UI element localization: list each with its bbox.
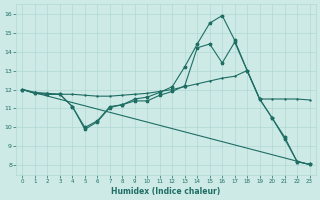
X-axis label: Humidex (Indice chaleur): Humidex (Indice chaleur) xyxy=(111,187,221,196)
